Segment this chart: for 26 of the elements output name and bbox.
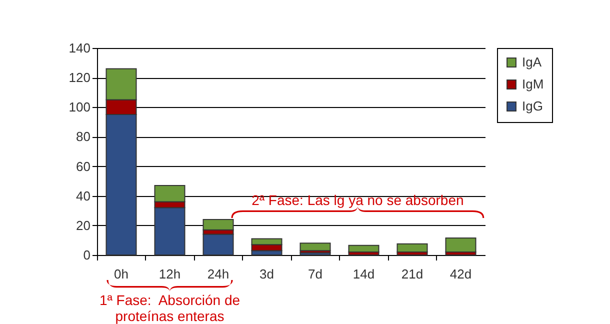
annotation: 2ª Fase: Las lg ya no se absorben — [252, 192, 464, 208]
bar — [348, 244, 380, 253]
legend-label: IgA — [522, 54, 542, 70]
x-tick-label: 3d — [260, 266, 274, 282]
y-tick-label: 140 — [68, 40, 90, 56]
x-tick-label: 7d — [308, 266, 322, 282]
x-tick-label: 12h — [158, 266, 181, 282]
text: 1ª Fase: Absorción de proteínas enteras — [99, 292, 240, 324]
x-tick-label: 42d — [450, 266, 472, 282]
y-tick-label: 60 — [76, 158, 90, 174]
legend-label: IgM — [522, 76, 544, 92]
y-tick-label: 40 — [76, 188, 90, 204]
x-tick-label: 0h — [114, 266, 128, 282]
bar — [202, 234, 234, 256]
bar — [396, 243, 428, 253]
y-tick-label: 20 — [76, 218, 90, 233]
x-tick-label: 24h — [207, 266, 230, 282]
legend-label: IgG — [522, 98, 543, 114]
y-tick-label: 120 — [68, 70, 90, 86]
bar — [300, 242, 331, 252]
x-tick-label: 21d — [401, 266, 424, 282]
y-tick-label: 0 — [83, 248, 90, 262]
bar — [445, 237, 476, 253]
y-tick-label: 100 — [68, 100, 90, 115]
x-tick-label: 14d — [352, 266, 375, 282]
y-tick-label: 80 — [76, 129, 90, 144]
